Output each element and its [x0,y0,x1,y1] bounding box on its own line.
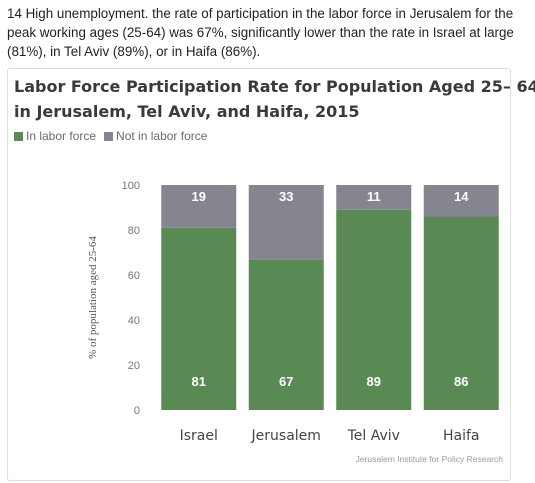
x-tick-label: Haifa [443,428,480,444]
data-label: 14 [454,189,469,204]
source-credit: Jerusalem Institute for Policy Research [355,454,503,464]
legend-swatch-not-in-labor-force [104,131,114,141]
x-tick-label: Tel Aviv [347,428,400,444]
y-tick-label: 60 [128,270,140,282]
data-label: 86 [454,374,468,389]
bar-in-labor-force [336,209,412,410]
y-tick-label: 20 [128,360,140,372]
data-label: 81 [192,374,206,389]
legend-label-in-labor-force: In labor force [26,129,97,143]
legend-swatch-in-labor-force [14,131,23,141]
y-axis-label: % of population aged 25-64 [87,236,99,359]
data-label: 19 [192,189,206,204]
legend-item-in-labor-force: In labor force [14,129,96,143]
data-label: 11 [367,189,381,204]
bar-not-in-labor-force [248,185,324,260]
intro-paragraph: 14 High unemployment. the rate of partic… [7,6,514,59]
legend-label-not-in-labor-force: Not in labor force [116,129,208,143]
data-label: 89 [367,374,381,389]
y-tick-label: 100 [122,180,140,192]
legend-item-not-in-labor-force: Not in labor force [104,129,207,143]
x-tick-label: Israel [180,428,218,444]
chart-title: Labor Force Participation Rate for Popul… [14,74,535,124]
bar-in-labor-force [248,259,324,410]
bar-in-labor-force [423,216,499,410]
data-label: 67 [279,374,293,389]
bar-not-in-labor-force [336,185,412,210]
bar-in-labor-force [161,227,237,410]
bar-not-in-labor-force [423,185,499,217]
bar-not-in-labor-force [161,185,237,228]
y-tick-label: 40 [128,315,140,327]
chart-legend: In labor force Not in labor force [14,129,207,143]
y-tick-label: 0 [134,405,140,417]
data-label: 33 [279,189,293,204]
chart-title-line-2: in Jerusalem, Tel Aviv, and Haifa, 2015 [14,102,360,121]
y-tick-label: 80 [128,225,140,237]
chart-title-line-1: Labor Force Participation Rate for Popul… [14,77,535,96]
x-tick-label: Jerusalem [251,428,321,444]
